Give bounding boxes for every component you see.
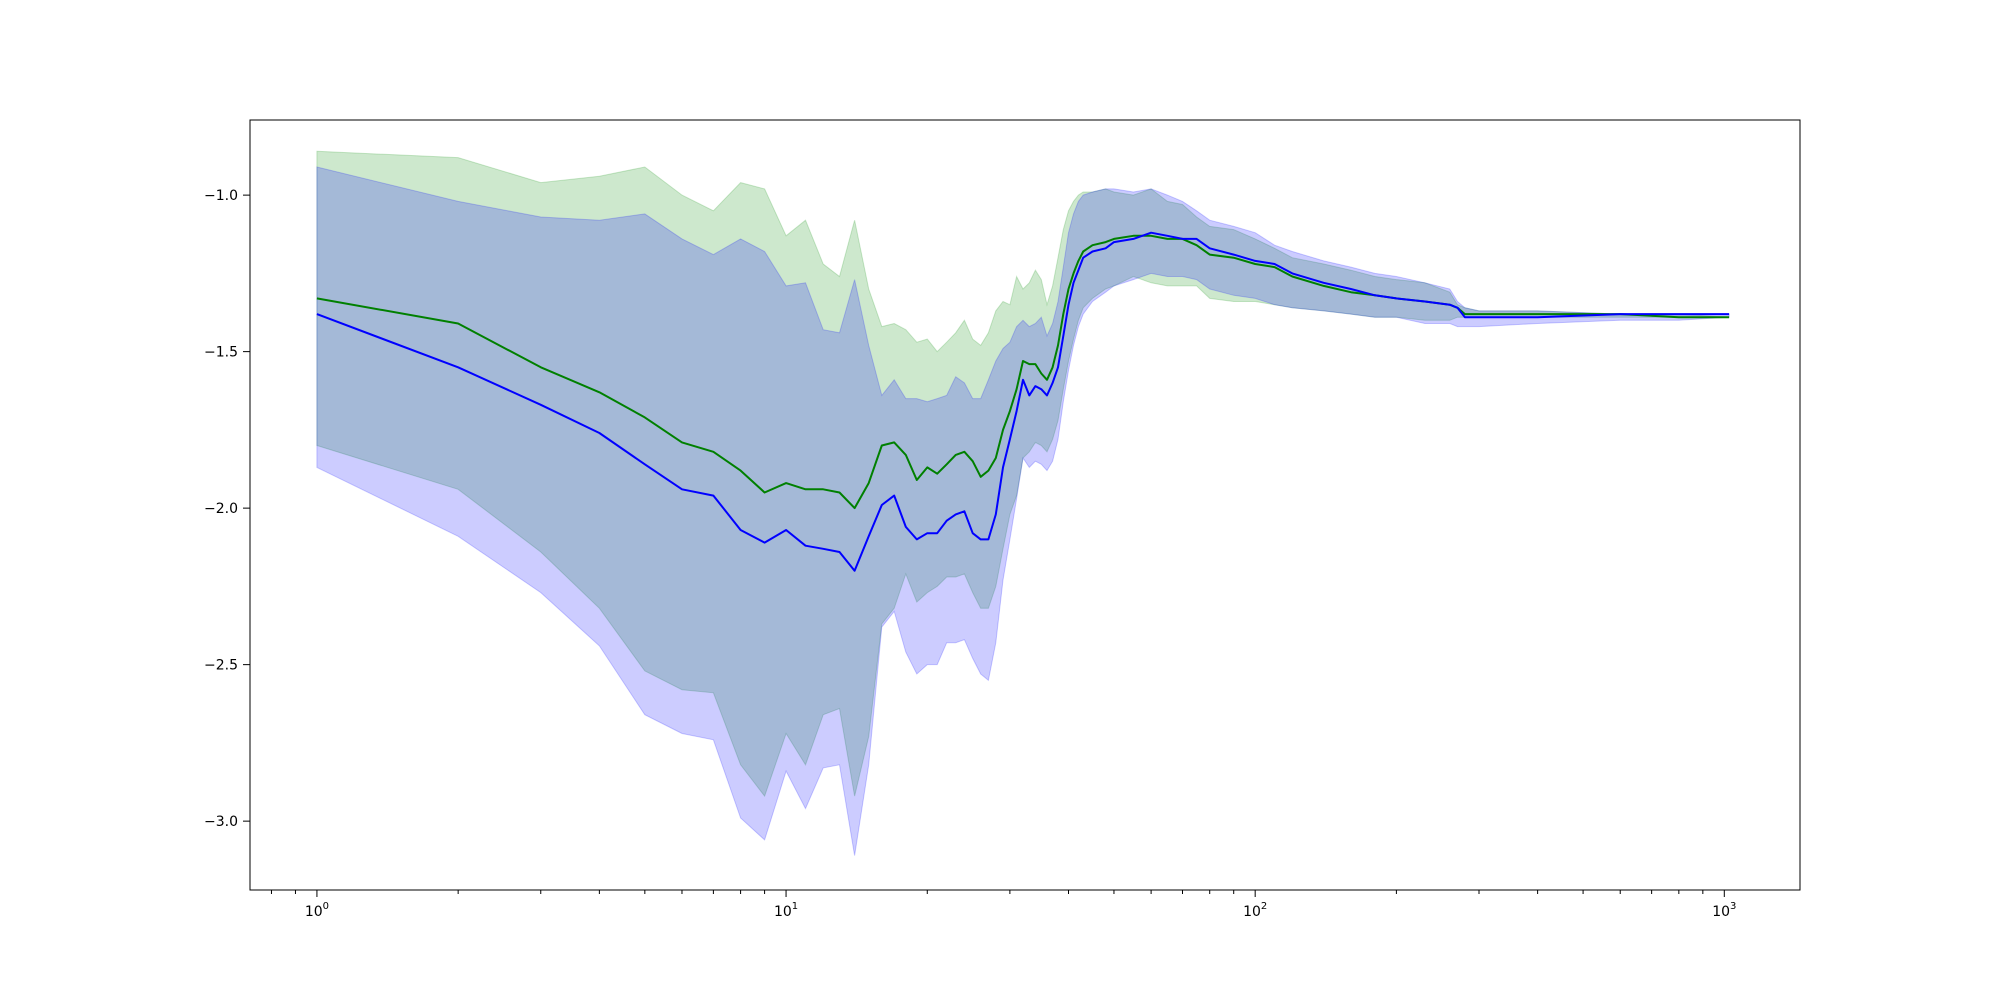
x-tick-label-exponent: 2: [1261, 901, 1267, 912]
x-tick-label: 101: [774, 901, 798, 920]
x-tick-label-base: 10: [1243, 904, 1261, 920]
x-tick-label-exponent: 3: [1730, 901, 1736, 912]
x-tick-label-exponent: 1: [792, 901, 798, 912]
mean-line-series-2: [316, 231, 1730, 572]
y-tick-label: −1.0: [204, 188, 238, 204]
x-tick-label-base: 10: [305, 904, 323, 920]
plot-frame: [249, 119, 1801, 891]
y-axis: −1.0 −1.5 −2.0 −2.5 −3.0: [204, 188, 250, 830]
x-tick-label-exponent: 0: [323, 901, 329, 912]
mean-lines-layer: [316, 231, 1730, 572]
x-axis: 100 101 102 103: [270, 890, 1736, 920]
mean-line-series-1: [316, 234, 1730, 510]
x-tick-label: 100: [305, 901, 329, 920]
x-tick-label: 102: [1243, 901, 1267, 920]
y-tick-label: −2.5: [204, 658, 238, 674]
x-tick-label: 103: [1712, 901, 1736, 920]
y-tick-label: −3.0: [204, 814, 238, 830]
x-tick-label-base: 10: [1712, 904, 1730, 920]
x-tick-label-base: 10: [774, 904, 792, 920]
confidence-band-series-2: [316, 166, 1730, 856]
y-tick-label: −2.0: [204, 501, 238, 517]
confidence-bands-layer: [316, 150, 1730, 856]
y-tick-label: −1.5: [204, 345, 238, 361]
